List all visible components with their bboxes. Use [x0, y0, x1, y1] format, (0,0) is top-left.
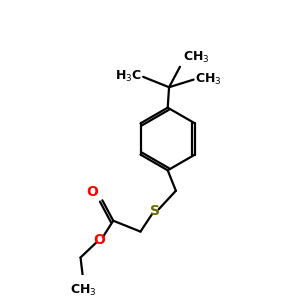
Text: CH$_3$: CH$_3$	[183, 50, 209, 65]
Text: H$_3$C: H$_3$C	[115, 69, 142, 84]
Text: O: O	[94, 233, 106, 247]
Text: O: O	[86, 185, 98, 199]
Text: CH$_3$: CH$_3$	[70, 284, 97, 298]
Text: S: S	[150, 204, 161, 218]
Text: CH$_3$: CH$_3$	[195, 72, 222, 87]
